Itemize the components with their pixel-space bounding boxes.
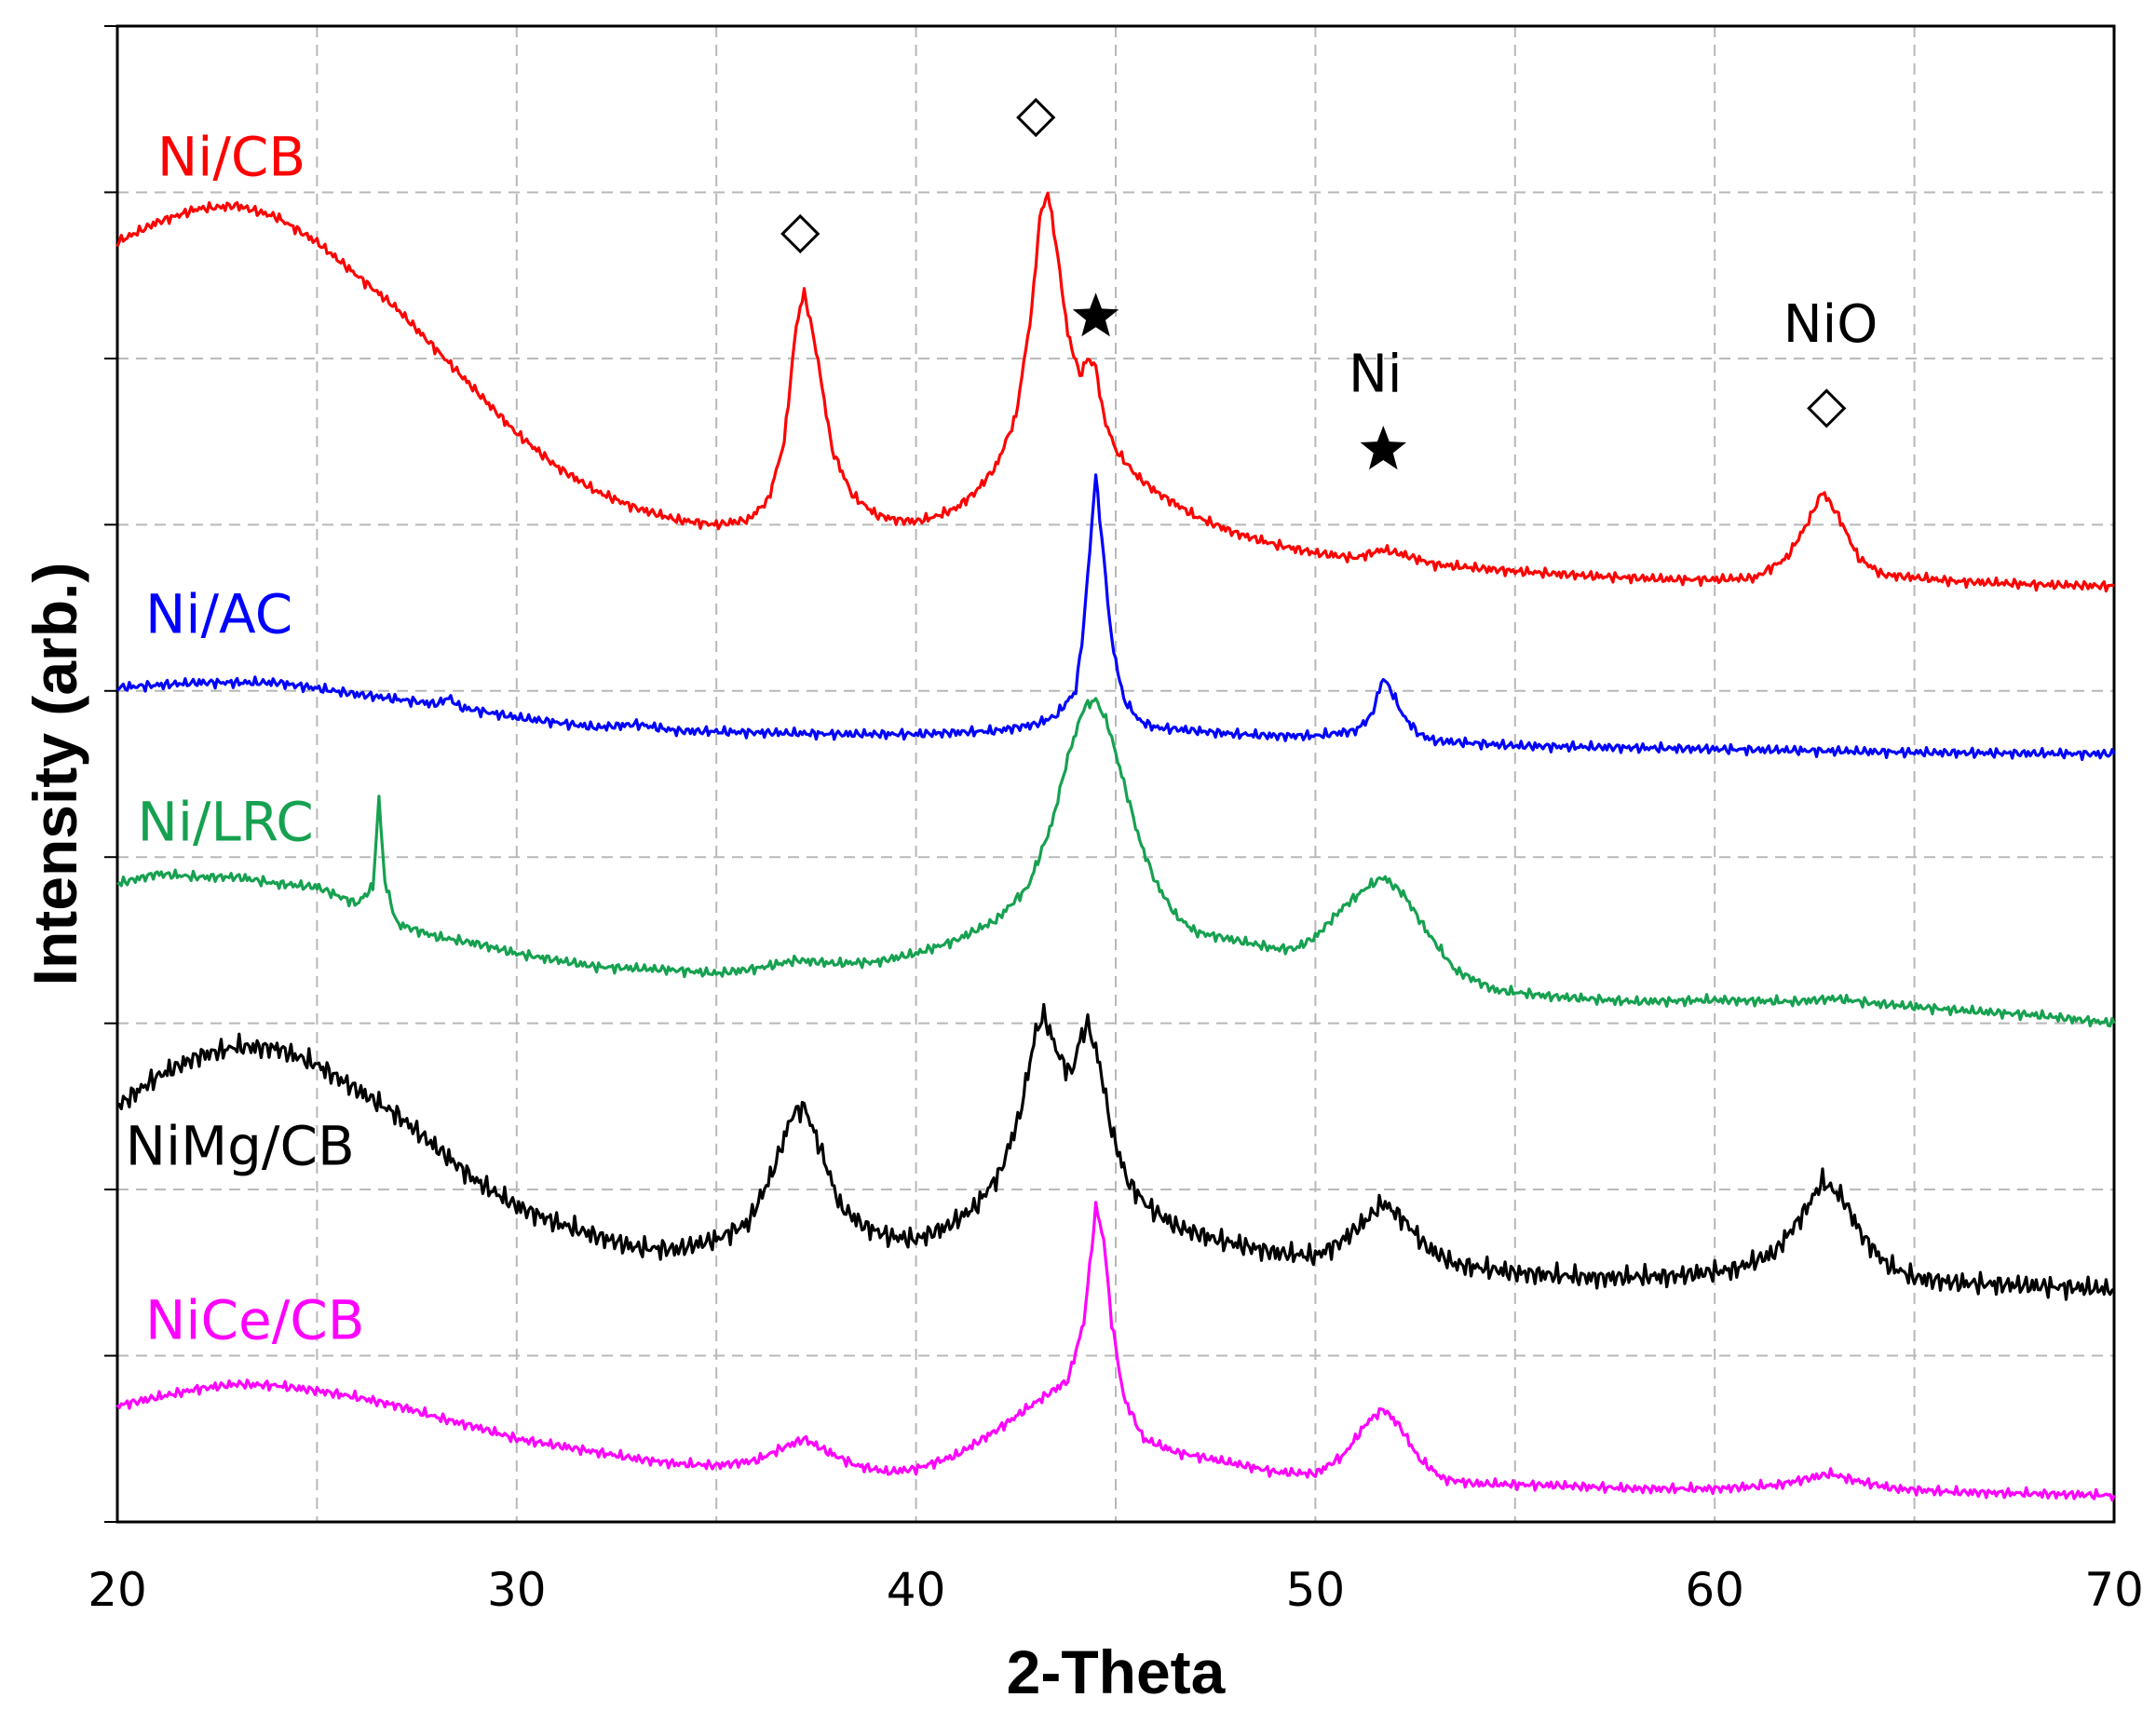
diamond-marker [1016, 98, 1056, 138]
x-tick-label: 60 [1685, 1563, 1744, 1617]
x-tick-label: 30 [487, 1563, 547, 1617]
series-label: NiMg/CB [126, 1114, 355, 1177]
plot-frame [115, 24, 2116, 1524]
annotation-label: Ni [1349, 345, 1402, 405]
series-line-ni-cb [115, 191, 2115, 593]
series-label: Ni/LRC [137, 790, 313, 853]
y-tick-marks [104, 25, 117, 1523]
x-tick-label: 20 [88, 1563, 147, 1617]
series-line-nimg-cb [115, 1002, 2115, 1301]
star-marker [1360, 426, 1406, 470]
annotation-label: NiO [1783, 294, 1878, 355]
grid [117, 26, 2114, 1522]
x-tick-label: 40 [887, 1563, 946, 1617]
x-axis-title: 2-Theta [1007, 1637, 1227, 1706]
series-label: NiCe/CB [145, 1289, 365, 1352]
diamond-marker [780, 213, 820, 254]
series-lines [115, 191, 2116, 1502]
star-marker [1072, 292, 1119, 337]
series-line-nice-cb [115, 1201, 2116, 1502]
series-line-ni-lrc [116, 697, 2116, 1028]
x-tick-label: 50 [1286, 1563, 1346, 1617]
x-tick-labels: 20 30 40 50 60 70 [88, 1563, 2144, 1617]
peak-annotations: Ni NiO [780, 98, 1878, 470]
series-labels: Ni/CB Ni/AC Ni/LRC NiMg/CB NiCe/CB [126, 126, 365, 1352]
series-label: Ni/AC [145, 582, 292, 645]
y-axis-title: Intensity (arb.) [20, 563, 89, 986]
series-line-ni-ac [115, 473, 2116, 762]
diamond-marker [1807, 388, 1847, 428]
x-tick-label: 70 [2084, 1563, 2144, 1617]
series-label: Ni/CB [157, 126, 305, 189]
